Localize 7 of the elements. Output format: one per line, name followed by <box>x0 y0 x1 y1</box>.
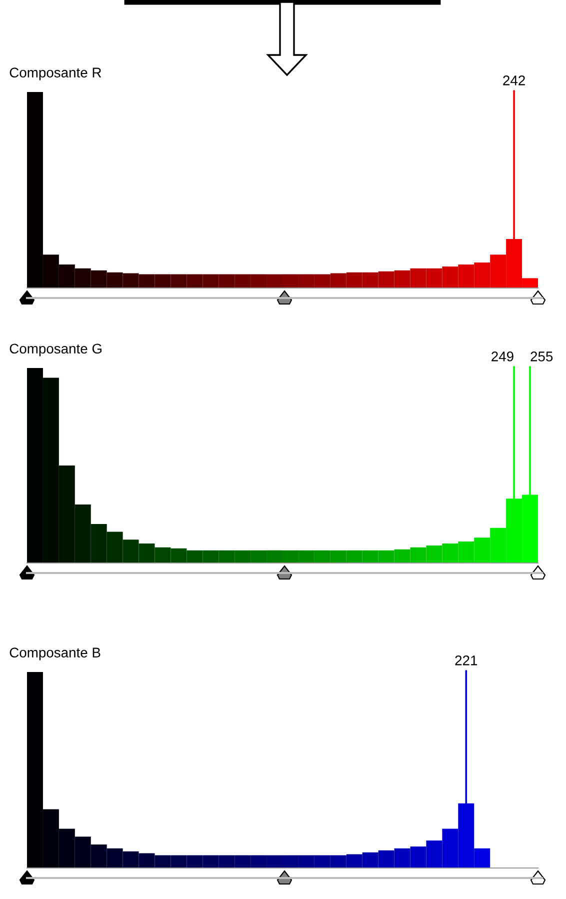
chart-title: Composante G <box>10 344 102 356</box>
chart-title: Composante R <box>10 68 102 80</box>
text: 242 <box>503 76 525 86</box>
chart-title: Composante B <box>10 648 100 660</box>
text: 249 <box>492 352 514 362</box>
text: 255 <box>530 352 553 362</box>
text: 221 <box>455 656 478 666</box>
